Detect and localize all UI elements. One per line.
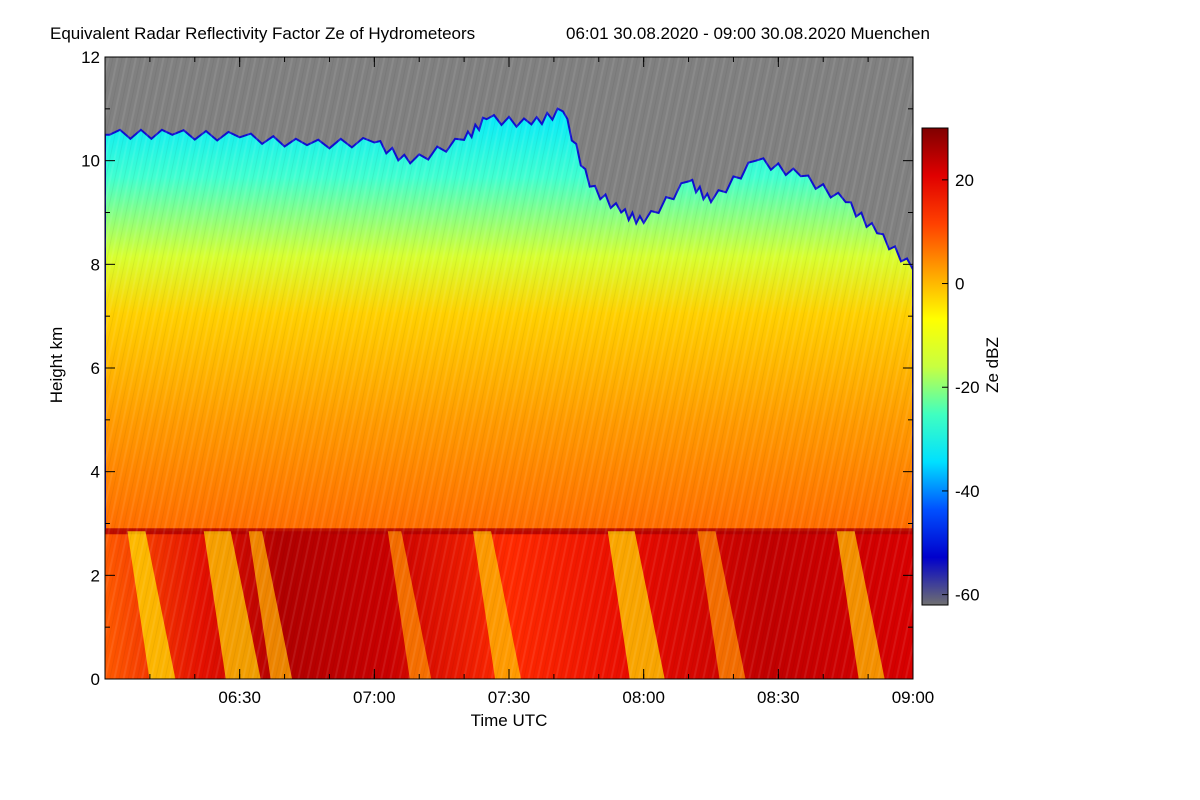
x-tick-label: 06:30 [218,688,261,707]
y-tick-label: 6 [91,359,100,378]
colorbar-scale [921,127,949,606]
colorbar-tick-label: -60 [955,586,980,605]
colorbar-tick-label: 20 [955,171,974,190]
y-tick-label: 2 [91,566,100,585]
x-tick-label: 09:00 [892,688,935,707]
streak-texture [105,57,913,679]
y-tick-label: 12 [81,48,100,67]
x-tick-label: 08:30 [757,688,800,707]
chart-subtitle: 06:01 30.08.2020 - 09:00 30.08.2020 Muen… [566,24,930,43]
colorbar: 20 0 -20 -40 -60 [921,127,980,606]
y-tick-label: 10 [81,152,100,171]
colorbar-tick-label: -20 [955,378,980,397]
colorbar-tick-label: -40 [955,482,980,501]
y-axis-label: Height km [47,327,66,404]
y-tick-label: 8 [91,255,100,274]
x-axis-label: Time UTC [471,711,548,730]
x-tick-label: 08:00 [622,688,665,707]
x-tick-label: 07:00 [353,688,396,707]
y-tick-label: 4 [91,463,100,482]
plot-area [105,57,913,679]
cloud-layer [105,57,913,679]
colorbar-tick-label: 0 [955,275,964,294]
chart-title: Equivalent Radar Reflectivity Factor Ze … [50,24,475,43]
colorbar-label: Ze dBZ [983,337,1002,393]
x-tick-label: 07:30 [488,688,531,707]
y-tick-label: 0 [91,670,100,689]
axes: 06:30 07:00 07:30 08:00 08:30 09:00 0 2 4 6 8 10 12 [81,48,934,707]
